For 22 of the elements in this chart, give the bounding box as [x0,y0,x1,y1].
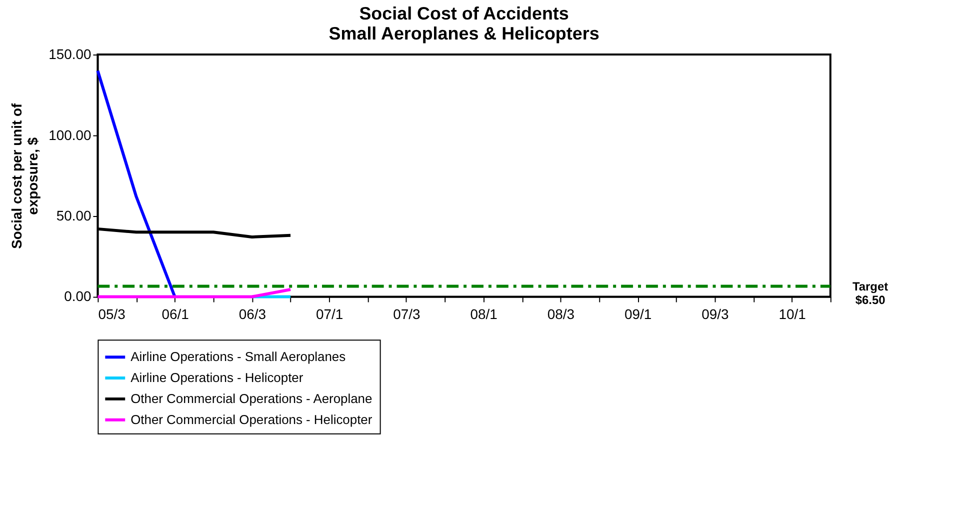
ref-line-label: Target $6.50 [852,279,888,308]
x-tick-label: 09/1 [624,306,652,322]
legend-label: Other Commercial Operations - Helicopter [130,412,373,427]
x-tick-label: 07/3 [393,306,421,322]
chart-title: Social Cost of Accidents [359,4,569,24]
x-tick-label: 08/3 [547,306,575,322]
legend-label: Airline Operations - Helicopter [130,370,304,385]
chart-subtitle: Small Aeroplanes & Helicopters [328,24,600,44]
y-tick-label: 150.00 [48,46,92,62]
x-tick-label: 05/3 [98,306,126,322]
y-tick-label: 100.00 [48,126,92,143]
y-axis-title: Social cost per unit of exposure, $ [8,102,41,249]
legend-label: Other Commercial Operations - Aeroplane [130,390,372,406]
y-tick-label: 0.00 [64,288,92,304]
x-tick-label: 06/3 [238,306,266,322]
legend-label: Airline Operations - Small Aeroplanes [130,349,346,364]
x-tick-label: 07/1 [316,306,344,322]
x-tick-label: 06/1 [162,306,190,322]
x-tick-label: 10/1 [778,306,806,322]
x-tick-label: 08/1 [470,306,498,322]
x-tick-label: 09/3 [702,306,730,322]
y-tick-label: 50.00 [56,208,92,224]
